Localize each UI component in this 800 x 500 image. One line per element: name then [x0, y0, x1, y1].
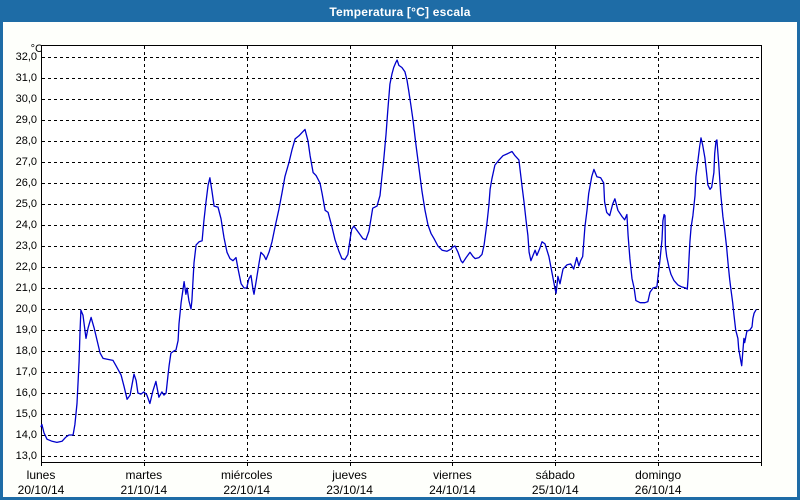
chart-area: °C 32,0 31,0 30,0 29,0 28,0 27,0 26,0 25,0 24,0 2…: [3, 22, 797, 497]
x-date-label: 25/10/14: [531, 483, 579, 497]
x-date-label: 24/10/14: [429, 483, 476, 497]
y-tick-label: 24,0: [15, 219, 37, 231]
y-tick-label: 27,0: [15, 156, 37, 168]
y-axis-unit-label: °C: [30, 43, 43, 55]
x-weekday-label: lunes: [26, 468, 56, 482]
x-weekday-label: sábado: [535, 468, 575, 482]
y-tick-label: 32,0: [15, 51, 37, 63]
x-date-label: 26/10/14: [634, 483, 682, 497]
x-date-label: 21/10/14: [120, 483, 168, 497]
x-weekday-label: viernes: [433, 468, 472, 482]
y-tick-label: 17,0: [15, 366, 37, 378]
y-tick-label: 19,0: [15, 324, 37, 336]
temperature-plot: [40, 45, 762, 466]
y-tick-label: 18,0: [15, 345, 37, 357]
temperature-line: [40, 59, 757, 444]
y-tick-label: 28,0: [15, 135, 37, 147]
x-weekday-label: miércoles: [221, 468, 273, 482]
y-tick-label: 25,0: [15, 198, 37, 210]
y-tick-label: 13,0: [15, 450, 37, 462]
y-tick-label: 31,0: [15, 72, 37, 84]
x-date-label: 23/10/14: [326, 483, 373, 497]
window-title: Temperatura [°C] escala: [3, 3, 797, 22]
y-tick-label: 15,0: [15, 408, 37, 420]
y-tick-label: 23,0: [15, 240, 37, 252]
y-tick-label: 16,0: [15, 387, 37, 399]
plot-border: [41, 45, 762, 463]
x-weekday-label: jueves: [332, 468, 367, 482]
y-tick-label: 29,0: [15, 114, 37, 126]
x-weekday-label: martes: [125, 468, 163, 482]
y-tick-label: 26,0: [15, 177, 37, 189]
y-tick-label: 14,0: [15, 429, 37, 441]
y-tick-label: 20,0: [15, 303, 37, 315]
y-tick-label: 30,0: [15, 93, 37, 105]
y-tick-label: 21,0: [15, 282, 37, 294]
y-tick-label: 22,0: [15, 261, 37, 273]
x-weekday-label: domingo: [635, 468, 682, 482]
x-date-label: 20/10/14: [17, 483, 65, 497]
x-date-label: 22/10/14: [223, 483, 271, 497]
